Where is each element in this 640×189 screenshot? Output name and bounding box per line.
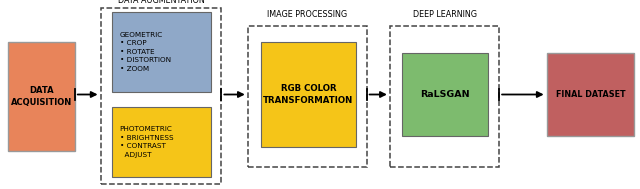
FancyBboxPatch shape xyxy=(112,12,211,92)
Text: DATA
ACQUISITION: DATA ACQUISITION xyxy=(11,86,72,107)
FancyBboxPatch shape xyxy=(402,53,488,136)
Text: RGB COLOR
TRANSFORMATION: RGB COLOR TRANSFORMATION xyxy=(263,84,354,105)
FancyBboxPatch shape xyxy=(112,107,211,177)
Text: GEOMETRIC
• CROP
• ROTATE
• DISTORTION
• ZOOM: GEOMETRIC • CROP • ROTATE • DISTORTION •… xyxy=(120,32,171,72)
Text: DATA AUGMENTATION: DATA AUGMENTATION xyxy=(118,0,205,5)
Text: RaLSGAN: RaLSGAN xyxy=(420,90,470,99)
Text: FINAL DATASET: FINAL DATASET xyxy=(556,90,625,99)
Text: IMAGE PROCESSING: IMAGE PROCESSING xyxy=(267,10,348,19)
FancyBboxPatch shape xyxy=(547,53,634,136)
Text: DEEP LEARNING: DEEP LEARNING xyxy=(413,10,477,19)
FancyBboxPatch shape xyxy=(8,42,75,151)
Text: PHOTOMETRIC
• BRIGHTNESS
• CONTRAST
  ADJUST: PHOTOMETRIC • BRIGHTNESS • CONTRAST ADJU… xyxy=(120,126,173,157)
FancyBboxPatch shape xyxy=(261,42,356,147)
